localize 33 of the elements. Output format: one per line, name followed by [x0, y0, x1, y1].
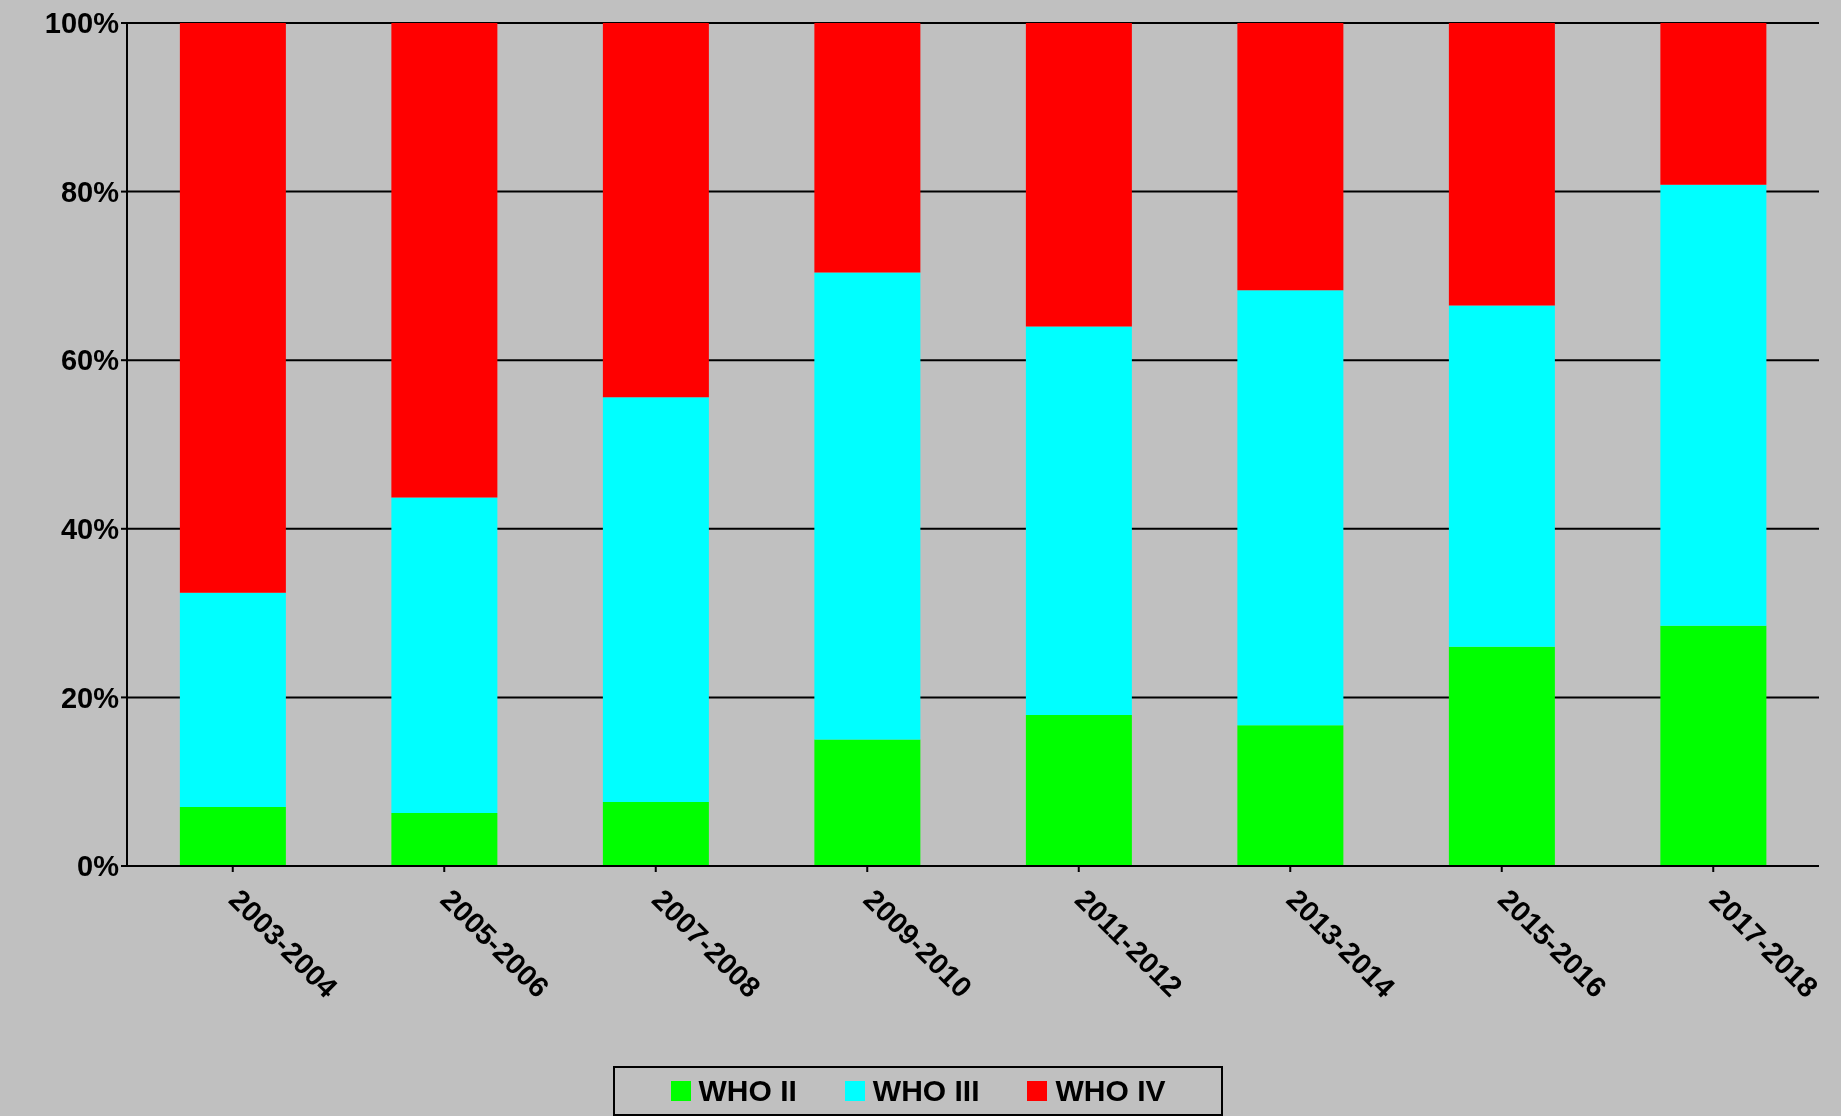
y-tick-label: 100%	[44, 7, 120, 40]
bar	[1237, 23, 1344, 291]
bar	[814, 739, 921, 866]
bar	[602, 801, 709, 866]
y-tick-label: 40%	[60, 513, 120, 546]
bar	[814, 23, 921, 273]
y-tick-label: 20%	[60, 681, 120, 714]
bar	[1660, 23, 1767, 185]
y-tick-label: 60%	[60, 344, 120, 377]
bar	[1025, 326, 1132, 716]
legend-label: WHO III	[871, 1074, 980, 1108]
bar	[1448, 23, 1555, 306]
bar	[391, 812, 498, 866]
bar	[1660, 625, 1767, 866]
bar	[602, 397, 709, 802]
bar	[1025, 23, 1132, 327]
y-tick-label: 80%	[60, 175, 120, 208]
y-tick-label: 0%	[77, 850, 120, 883]
bar	[1448, 646, 1555, 866]
bar	[179, 23, 286, 593]
bar	[1448, 305, 1555, 647]
bar	[391, 497, 498, 813]
bar	[1237, 725, 1344, 866]
legend-label: WHO IV	[1054, 1074, 1166, 1108]
bar	[179, 592, 286, 807]
bar	[391, 23, 498, 498]
bar	[1025, 715, 1132, 866]
bar	[179, 806, 286, 866]
bar	[1660, 184, 1767, 626]
legend-label: WHO II	[697, 1074, 797, 1108]
bar	[814, 272, 921, 740]
bar	[1237, 290, 1344, 726]
bar	[602, 23, 709, 398]
